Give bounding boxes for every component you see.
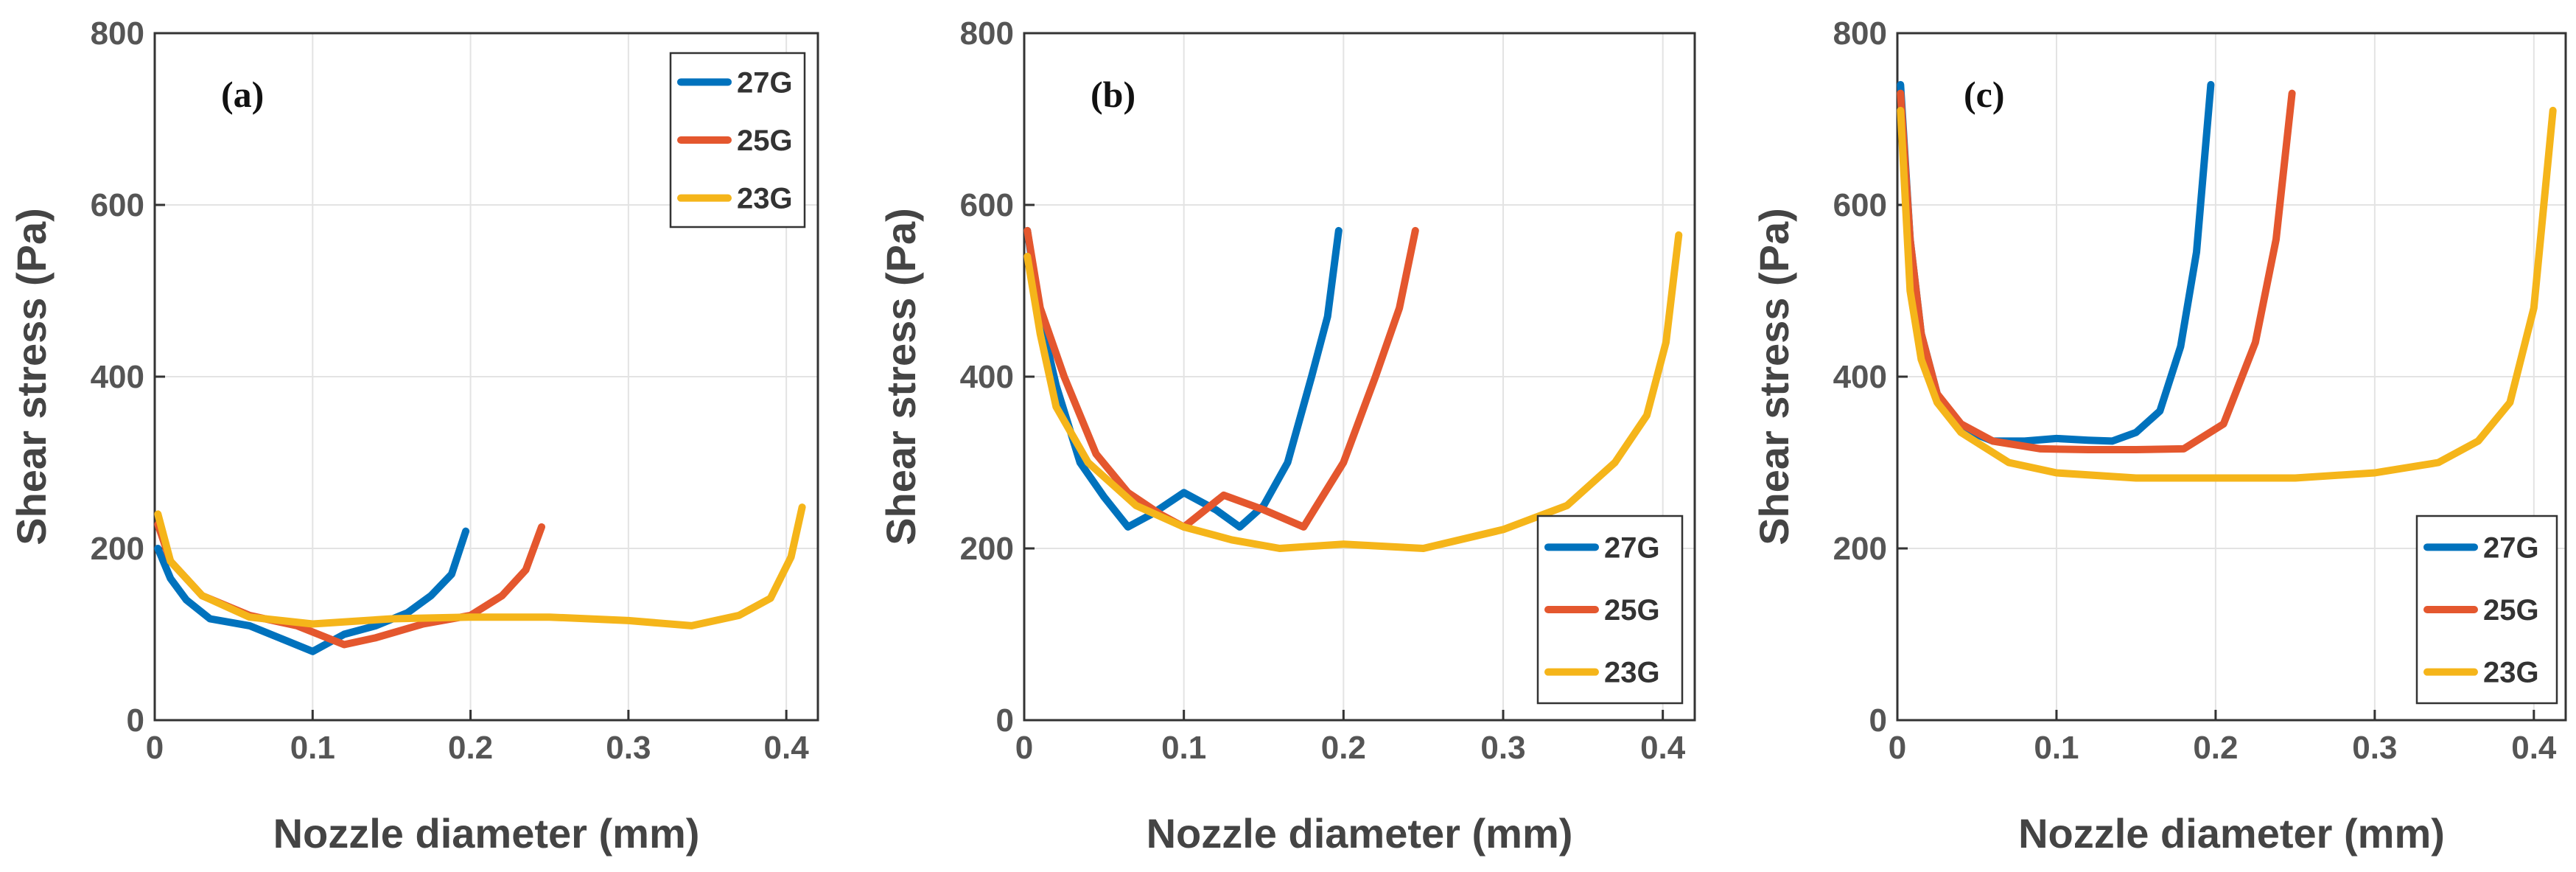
y-tick-label: 0: [127, 702, 144, 739]
series-line-25G: [154, 520, 545, 649]
legend-label-25G: 25G: [737, 125, 793, 157]
y-tick-label: 600: [960, 187, 1014, 223]
y-tick-label: 600: [1833, 187, 1887, 223]
panel-label: (c): [1964, 74, 2005, 115]
y-axis-title: Shear stress (Pa): [878, 208, 924, 545]
legend-label-25G: 25G: [1604, 594, 1660, 627]
panel-label: (b): [1091, 74, 1135, 115]
x-tick-label: 0.4: [1640, 730, 1686, 766]
chart-panel-1: 0 0.1 0.2 0.3 0.4 0 200 400 600 800 Nozzle diamete…: [8, 15, 819, 857]
x-tick-label: 0.1: [290, 730, 335, 766]
series-line-27G: [1897, 80, 2215, 445]
x-tick-label: 0.2: [1321, 730, 1366, 766]
legend: 27G 25G 23G: [1536, 515, 1684, 705]
series-line-27G: [154, 527, 470, 655]
x-tick-label: 0.4: [764, 730, 810, 766]
series-line-27G: [1023, 226, 1343, 531]
y-tick-label: 400: [91, 359, 144, 395]
y-tick-label: 800: [1833, 15, 1887, 52]
legend: 27G 25G 23G: [669, 52, 806, 229]
y-axis-title: Shear stress (Pa): [8, 208, 55, 545]
x-tick-label: 0: [1015, 730, 1033, 766]
x-axis-title: Nozzle diameter (mm): [273, 810, 700, 857]
y-tick-label: 0: [1869, 702, 1887, 739]
series-line-23G: [1023, 231, 1683, 552]
y-tick-label: 0: [996, 702, 1014, 739]
y-tick-label: 200: [1833, 531, 1887, 567]
x-tick-label: 0.3: [1480, 730, 1525, 766]
series-line-25G: [1897, 89, 2296, 453]
chart-panel-2: 0 0.1 0.2 0.3 0.4 0 200 400 600 800 Nozzle diamete…: [878, 15, 1696, 857]
x-tick-label: 0.3: [2352, 730, 2397, 766]
legend-label-23G: 23G: [737, 183, 793, 215]
legend-label-23G: 23G: [1604, 657, 1660, 689]
legend-label-27G: 27G: [1604, 531, 1660, 564]
x-tick-label: 0.2: [2193, 730, 2238, 766]
y-tick-label: 200: [91, 531, 144, 567]
y-axis-title: Shear stress (Pa): [1751, 208, 1797, 545]
legend-label-25G: 25G: [2483, 594, 2539, 627]
y-tick-label: 800: [91, 15, 144, 52]
series-line-23G: [154, 503, 806, 629]
y-tick-label: 400: [1833, 359, 1887, 395]
series-line-25G: [1023, 226, 1419, 531]
x-tick-label: 0.4: [2511, 730, 2557, 766]
y-tick-label: 400: [960, 359, 1014, 395]
x-axis-title: Nozzle diameter (mm): [1147, 810, 1573, 857]
chart-panel-3: 0 0.1 0.2 0.3 0.4 0 200 400 600 800 Nozzle diamete…: [1751, 15, 2567, 857]
x-tick-label: 0: [1889, 730, 1906, 766]
legend: 27G 25G 23G: [2415, 515, 2558, 705]
x-tick-label: 0.1: [1161, 730, 1206, 766]
x-tick-label: 0.1: [2034, 730, 2079, 766]
y-tick-label: 800: [960, 15, 1014, 52]
x-tick-label: 0.3: [606, 730, 651, 766]
y-tick-label: 200: [960, 531, 1014, 567]
y-tick-label: 600: [91, 187, 144, 223]
legend-label-27G: 27G: [737, 66, 793, 99]
x-tick-label: 0: [146, 730, 164, 766]
x-tick-label: 0.2: [448, 730, 493, 766]
legend-label-23G: 23G: [2483, 657, 2539, 689]
x-axis-title: Nozzle diameter (mm): [2018, 810, 2445, 857]
legend-label-27G: 27G: [2483, 531, 2539, 564]
panel-label: (a): [221, 74, 264, 115]
series-line-23G: [1897, 106, 2557, 482]
